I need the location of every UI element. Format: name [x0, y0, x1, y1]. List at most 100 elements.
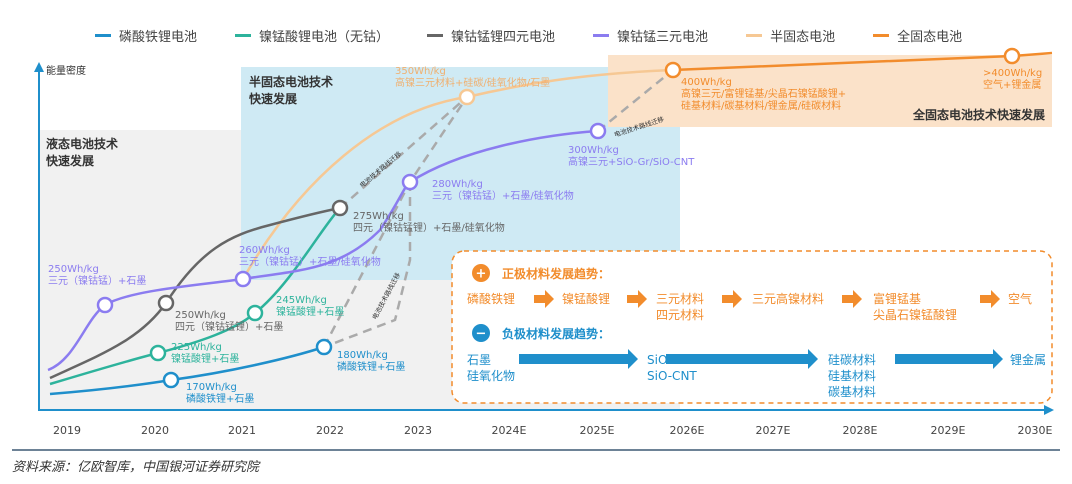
node-material-label: 镍锰酸锂+石墨: [171, 352, 239, 365]
cathode-material: 空气: [1008, 291, 1032, 306]
legend-swatch: [593, 34, 610, 37]
x-tick-label: 2024E: [492, 424, 527, 437]
anode-material: 硅基材料: [828, 369, 876, 383]
cathode-material: 富锂锰基: [873, 291, 921, 306]
x-tick-label: 2027E: [756, 424, 791, 437]
node-energy-label: 245Wh/kg: [276, 295, 327, 306]
x-tick-label: 2025E: [580, 424, 615, 437]
cathode-material: 三元高镍材料: [752, 291, 824, 306]
divider: [12, 449, 1060, 451]
minus-icon: [472, 324, 490, 342]
node-material-label: 高镍三元+SiO-Gr/SiO-CNT: [568, 155, 695, 168]
legend-item: 镍钴锰三元电池: [593, 26, 708, 45]
node-material-label: 高镍三元材料+硅碳/硅氧化物/石墨: [395, 76, 550, 89]
legend-swatch: [746, 34, 763, 37]
arrow-right-icon: [980, 290, 1000, 308]
anode-trend-title: 负极材料发展趋势：: [502, 326, 610, 341]
node-lmfp1: [149, 344, 167, 362]
node-lfp1: [162, 371, 180, 389]
legend-item: 半固态电池: [746, 26, 835, 45]
series-line-quaternary: [49, 206, 341, 380]
cathode-material: 三元材料: [656, 292, 704, 306]
plus-icon: [472, 264, 490, 282]
anode-material: 碳基材料: [828, 385, 876, 399]
plus-icon-glyph: +: [476, 267, 487, 282]
node-material-label: 三元（镍钴锰）+石墨: [48, 274, 146, 287]
cathode-trend-title: 正极材料发展趋势：: [502, 266, 610, 281]
node-material-label: 空气+锂金属: [983, 78, 1041, 91]
cathode-material: 尖晶石镍锰酸锂: [873, 307, 957, 322]
legend-label: 磷酸铁锂电池: [119, 30, 198, 45]
node-energy-label: 400Wh/kg: [681, 77, 732, 88]
node-energy-label: >400Wh/kg: [983, 68, 1042, 79]
node-energy-label: 170Wh/kg: [186, 382, 237, 393]
legend-item: 镍锰酸锂电池（无钴）: [235, 26, 389, 45]
legend-swatch: [873, 34, 890, 37]
node-tern4: [589, 122, 607, 140]
legend-label: 镍钴锰锂四元电池: [451, 30, 556, 45]
arrow-right-icon: [842, 290, 862, 308]
legend-label: 镍锰酸锂电池（无钴）: [259, 30, 390, 45]
legend-label: 全固态电池: [897, 30, 963, 45]
minus-icon-glyph: −: [476, 327, 487, 342]
node-solid2: [1003, 47, 1021, 65]
region-label-semi-solid: 半固态电池技术: [249, 74, 333, 89]
arrow-right-icon: [627, 290, 647, 308]
anode-material: 硅碳材料: [828, 353, 876, 367]
series-line-lmfp: [49, 207, 341, 386]
x-tick-label: 2019: [53, 424, 81, 437]
node-material-label: 磷酸铁锂+石墨: [186, 392, 254, 405]
x-tick-label: 2022: [316, 424, 344, 437]
node-material-label: 高镍三元/富锂锰基/尖晶石镍锰酸锂+: [681, 87, 846, 100]
node-tern3: [401, 173, 419, 191]
arrow-right-icon: [895, 349, 1003, 369]
node-quad2: [331, 199, 349, 217]
cathode-material: 四元材料: [656, 308, 704, 322]
node-solid1: [664, 61, 682, 79]
x-tick-label: 2028E: [843, 424, 878, 437]
arrow-right-icon: [722, 290, 742, 308]
node-energy-label: 350Wh/kg: [395, 66, 446, 77]
cathode-material: 磷酸铁锂: [467, 291, 515, 306]
x-tick-label: 2030E: [1018, 424, 1053, 437]
anode-material: 石墨: [467, 353, 491, 367]
node-material-label: 磷酸铁锂+石墨: [337, 360, 405, 373]
roadmap-diagram: 能量密度 2019 2020 2021 2022 2023 2024E 2025E 2026E…: [34, 47, 1054, 437]
legend-label: 半固态电池: [770, 30, 836, 45]
legend-item: 全固态电池: [873, 26, 962, 45]
source-note: 资料来源：亿欧智库，中国银河证券研究院: [12, 460, 260, 475]
node-lfp2: [315, 338, 333, 356]
cathode-material: 镍锰酸锂: [562, 291, 610, 306]
region-label-solid: 全固态电池技术快速发展: [912, 107, 1045, 122]
arrow-right-icon: [666, 349, 818, 369]
node-energy-label: 275Wh/kg: [353, 211, 404, 222]
legend-item: 镍钴锰锂四元电池: [427, 26, 555, 45]
x-tick-label: 2029E: [931, 424, 966, 437]
node-energy-label: 280Wh/kg: [432, 179, 483, 190]
legend: 磷酸铁锂电池 镍锰酸锂电池（无钴） 镍钴锰锂四元电池 镍钴锰三元电池 半固态电池 全固态电…: [95, 26, 1000, 45]
node-energy-label: 260Wh/kg: [239, 245, 290, 256]
x-tick-label: 2021: [228, 424, 256, 437]
x-tick-label: 2026E: [670, 424, 705, 437]
trend-box: [451, 250, 1053, 404]
y-axis-label: 能量密度: [46, 64, 86, 77]
node-material-label: 三元（镍钴锰）+石墨/硅氧化物: [432, 189, 574, 202]
node-energy-label: 250Wh/kg: [175, 310, 226, 321]
legend-swatch: [235, 34, 252, 37]
node-material-label: 三元（镍钴锰）+石墨/硅氧化物: [239, 255, 381, 268]
arrow-right-icon: [534, 290, 554, 308]
node-material-label: 镍锰酸锂+石墨: [276, 305, 344, 318]
node-lmfp2: [246, 304, 264, 322]
anode-material: SiO-CNT: [647, 369, 697, 383]
region-label-semi-solid: 快速发展: [249, 91, 297, 106]
region-label-liquid: 液态电池技术: [46, 136, 118, 151]
node-material-label: 四元（镍钴锰锂）+石墨: [175, 320, 283, 333]
x-tick-label: 2020: [141, 424, 169, 437]
node-material-label: 四元（镍钴锰锂）+石墨/硅氧化物: [353, 221, 505, 234]
anode-material: 硅氧化物: [467, 369, 515, 383]
x-tick-label: 2023: [404, 424, 432, 437]
node-material-label: 硅基材料/碳基材料/锂金属/硅碳材料: [681, 99, 841, 112]
legend-item: 磷酸铁锂电池: [95, 26, 197, 45]
legend-swatch: [427, 34, 444, 37]
node-tern2: [234, 270, 252, 288]
